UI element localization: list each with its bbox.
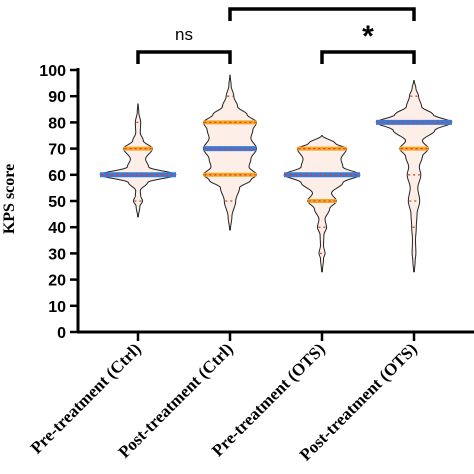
violin-shape: [99, 103, 177, 218]
y-tick-label: 10: [48, 299, 66, 316]
significance-bracket: [320, 50, 416, 64]
violin-shape: [375, 79, 453, 273]
violin-shape: [283, 135, 361, 273]
y-tick-label: 90: [48, 89, 66, 106]
y-tick-label: 60: [48, 168, 66, 185]
significance-label: ns: [175, 25, 193, 44]
significance-label: *: [362, 20, 374, 53]
significance-bracket: [228, 7, 416, 21]
y-tick-label: 80: [48, 115, 66, 132]
y-tick-label: 0: [57, 325, 66, 342]
y-tick-label: 40: [48, 220, 66, 237]
significance-bracket: [136, 50, 232, 64]
violin-shape: [202, 74, 258, 231]
y-tick-label: 70: [48, 142, 66, 159]
y-tick-label: 50: [48, 194, 66, 211]
y-tick-label: 30: [48, 246, 66, 263]
y-tick-label: 100: [39, 63, 66, 80]
y-axis-label: KPS score: [1, 164, 18, 234]
y-tick-label: 20: [48, 273, 66, 290]
